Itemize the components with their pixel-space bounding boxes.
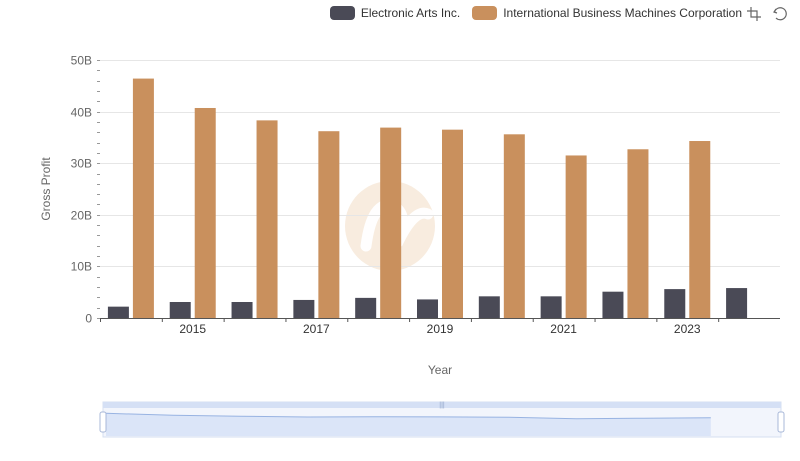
bar-ibm-2014[interactable] (132, 78, 154, 319)
legend: Electronic Arts Inc. International Busin… (329, 4, 742, 22)
bar-electronic-arts-2023[interactable] (664, 289, 686, 318)
slider-preview-area (106, 413, 711, 436)
bar-electronic-arts-2015[interactable] (169, 302, 191, 318)
x-tick-label: 2015 (179, 322, 206, 336)
slider-top-bar[interactable] (103, 402, 781, 408)
bar-ibm-2018[interactable] (380, 127, 402, 318)
bar-ibm-2020[interactable] (503, 134, 525, 318)
zoom-slider[interactable]: ||| (99, 401, 785, 438)
legend-item-electronic-arts[interactable]: Electronic Arts Inc. (329, 6, 461, 20)
slider-handle-left[interactable] (99, 411, 107, 433)
y-tick-label: 30B (71, 157, 92, 171)
y-tick-label: 50B (71, 54, 92, 68)
slider-grip[interactable]: ||| (439, 402, 445, 409)
bars (107, 78, 748, 319)
bar-electronic-arts-2020[interactable] (478, 296, 500, 318)
bar-electronic-arts-2017[interactable] (293, 299, 315, 318)
bar-ibm-2021[interactable] (565, 155, 587, 318)
bar-electronic-arts-2024[interactable] (726, 288, 748, 318)
bar-electronic-arts-2019[interactable] (417, 299, 438, 318)
bar-electronic-arts-2018[interactable] (355, 297, 377, 318)
bar-ibm-2017[interactable] (318, 131, 340, 318)
bar-ibm-2019[interactable] (442, 129, 463, 318)
slider-handle-right[interactable] (777, 411, 785, 433)
x-tick-label: 2021 (550, 322, 577, 336)
y-tick-label: 20B (71, 209, 92, 223)
x-axis-label: Year (428, 363, 452, 377)
legend-label-ibm: International Business Machines Corporat… (503, 6, 742, 20)
y-tick-label: 10B (71, 260, 92, 274)
bar-ibm-2022[interactable] (627, 149, 649, 318)
y-axis: 0 10B 20B 30B 40B 50B (71, 54, 100, 326)
y-tick-label: 40B (71, 106, 92, 120)
x-tick-label: 2017 (303, 322, 330, 336)
legend-item-ibm[interactable]: International Business Machines Corporat… (472, 6, 742, 20)
bar-ibm-2016[interactable] (256, 120, 278, 318)
bar-electronic-arts-2022[interactable] (602, 291, 624, 318)
x-tick-label: 2023 (674, 322, 701, 336)
bar-electronic-arts-2014[interactable] (107, 306, 129, 318)
legend-swatch-electronic-arts (329, 6, 355, 20)
bar-electronic-arts-2016[interactable] (231, 302, 253, 318)
bar-ibm-2015[interactable] (194, 107, 216, 318)
slider-preview-line (105, 412, 711, 420)
zoom-icon[interactable] (746, 6, 762, 22)
y-tick-label: 0 (85, 312, 92, 326)
bar-electronic-arts-2021[interactable] (540, 296, 562, 318)
x-tick-label: 2019 (427, 322, 454, 336)
legend-label-electronic-arts: Electronic Arts Inc. (360, 6, 461, 20)
y-axis-label: Gross Profit (39, 157, 53, 221)
x-axis: 2015 2017 2019 2021 2023 (100, 318, 720, 336)
bar-ibm-2023[interactable] (689, 141, 711, 318)
legend-swatch-ibm (472, 6, 498, 20)
restore-icon[interactable] (772, 6, 788, 22)
